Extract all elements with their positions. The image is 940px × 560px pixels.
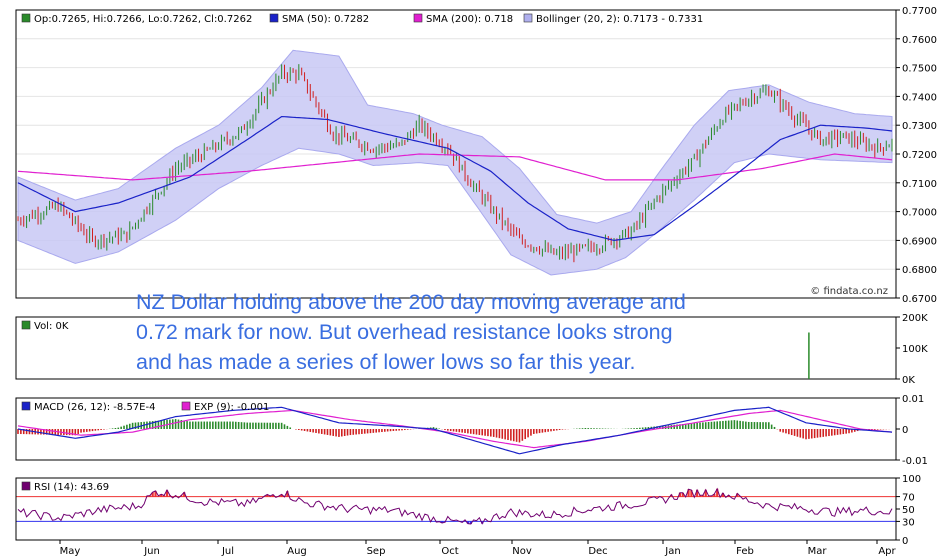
- legend-swatch: [21, 13, 31, 23]
- y-tick-label: 0.7000: [902, 208, 937, 219]
- y-tick-label: 200K: [902, 313, 928, 324]
- y-tick-label: 0.7200: [902, 150, 937, 161]
- y-tick-label: 0K: [902, 375, 915, 386]
- y-tick-label: 0: [902, 425, 908, 436]
- macd-line: [17, 406, 893, 455]
- y-tick-label: 0.6800: [902, 265, 937, 276]
- y-tick-label: 30: [902, 517, 915, 528]
- x-tick-label: Jul: [221, 546, 234, 557]
- annotation-line-1: NZ Dollar holding above the 200 day movi…: [136, 290, 686, 314]
- x-tick-label: May: [60, 546, 81, 557]
- legend-entry: Bollinger (20, 2): 0.7173 - 0.7331: [536, 14, 703, 25]
- y-tick-label: 0: [902, 536, 908, 547]
- legend-entry: RSI (14): 43.69: [34, 482, 109, 493]
- y-tick-label: 0.7600: [902, 35, 937, 46]
- exp-line: [17, 409, 893, 449]
- x-tick-label: Feb: [736, 546, 754, 557]
- legend-swatch: [413, 13, 423, 23]
- x-tick-label: Dec: [588, 546, 607, 557]
- y-tick-label: 100: [902, 474, 921, 485]
- y-tick-label: 0.6900: [902, 236, 937, 247]
- legend-swatch: [269, 13, 279, 23]
- y-tick-label: 70: [902, 493, 915, 504]
- y-tick-label: 0.6700: [902, 294, 937, 305]
- y-tick-label: 0.01: [902, 394, 924, 405]
- price-panel: 0.7700 0.7600 0.7500 0.7400 0.7300 0.7200 0.71…: [15, 6, 937, 305]
- y-tick-label: 0.7700: [902, 6, 937, 17]
- legend-swatch: [181, 401, 191, 411]
- y-tick-label: 0.7100: [902, 179, 937, 190]
- y-tick-label: 0.7300: [902, 121, 937, 132]
- macd-panel: 0.01 0 -0.01 MACD (26, 12): -8.57E-4 EXP (9…: [15, 394, 928, 467]
- legend-entry: Vol: 0K: [34, 321, 69, 332]
- x-tick-label: Mar: [808, 546, 828, 557]
- x-tick-label: Oct: [441, 546, 458, 557]
- annotation-line-2: 0.72 mark for now. But overhead resistan…: [136, 320, 673, 344]
- legend-entry: SMA (200): 0.718: [426, 14, 513, 25]
- rsi-panel-frame: [15, 477, 897, 541]
- legend-entry: EXP (9): -0.001: [194, 402, 269, 413]
- y-tick-label: 0.7500: [902, 64, 937, 75]
- legend-swatch: [523, 13, 533, 23]
- volume-panel: 200K 100K 0K Vol: 0K: [15, 313, 928, 386]
- month-axis: May Jun Jul Aug Sep Oct Nov Dec Jan Feb Mar Apr: [59, 540, 897, 557]
- annotation-text: NZ Dollar holding above the 200 day movi…: [136, 287, 776, 377]
- y-tick-label: 50: [902, 505, 915, 516]
- legend-swatch: [21, 401, 31, 411]
- x-tick-label: Sep: [367, 546, 386, 557]
- x-tick-label: Aug: [287, 546, 307, 557]
- rsi-line: [17, 487, 893, 525]
- legend-entry: Op:0.7265, Hi:0.7266, Lo:0.7262, Cl:0.72…: [34, 14, 252, 25]
- legend-entry: SMA (50): 0.7282: [282, 14, 369, 25]
- y-tick-label: 0.7400: [902, 92, 937, 103]
- watermark: © findata.co.nz: [810, 286, 888, 297]
- legend-swatch: [21, 481, 31, 491]
- x-tick-label: Apr: [878, 546, 896, 557]
- legend-entry: MACD (26, 12): -8.57E-4: [34, 402, 155, 413]
- legend-swatch: [21, 320, 31, 330]
- x-tick-label: Jun: [143, 546, 160, 557]
- sma50-line: [17, 115, 893, 242]
- x-tick-label: Nov: [512, 546, 532, 557]
- bollinger-band: [17, 49, 893, 276]
- x-tick-label: Jan: [664, 546, 680, 557]
- sma200-line: [17, 153, 893, 181]
- y-tick-label: 100K: [902, 344, 928, 355]
- annotation-line-3: and has made a series of lower lows so f…: [136, 350, 636, 374]
- y-tick-label: -0.01: [902, 456, 928, 467]
